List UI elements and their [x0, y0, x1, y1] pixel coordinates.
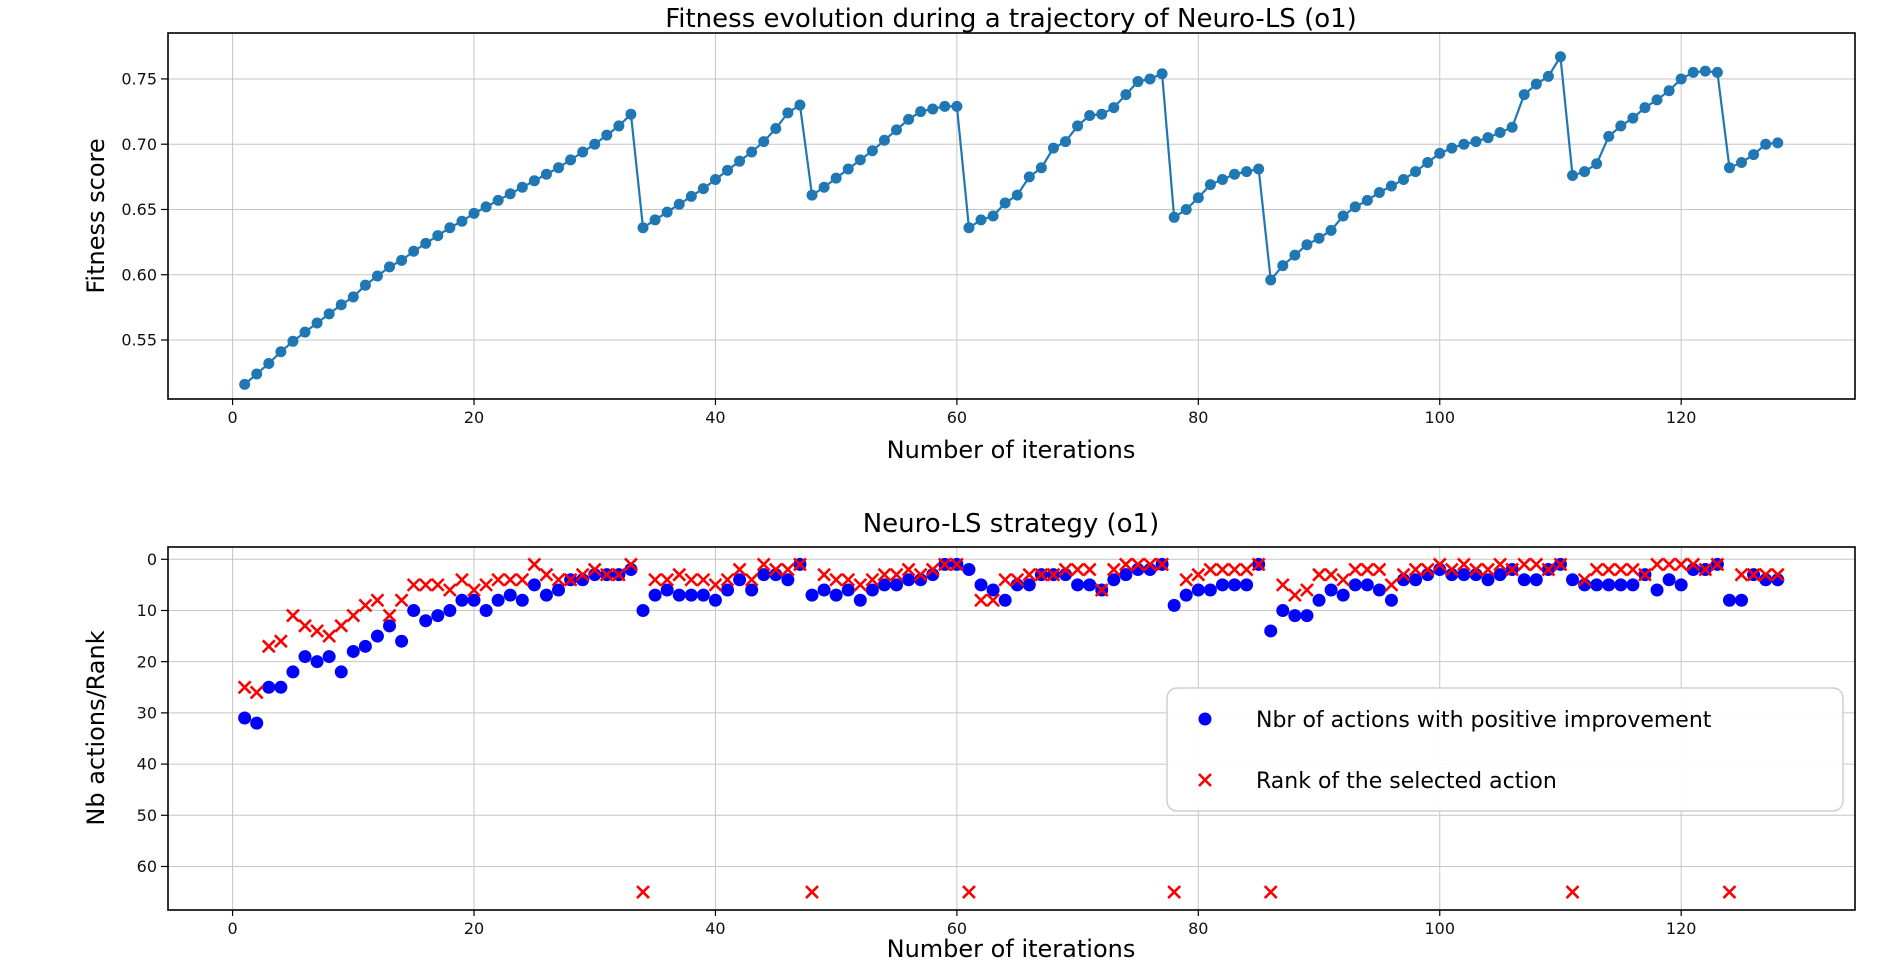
svg-text:40: 40 — [705, 919, 725, 938]
svg-text:0.55: 0.55 — [121, 331, 157, 350]
strategy-scatter-series — [237, 557, 1785, 899]
svg-text:10: 10 — [137, 601, 157, 620]
svg-text:0: 0 — [227, 919, 237, 938]
fitness-xlabel: Number of iterations — [887, 436, 1136, 464]
svg-text:0: 0 — [147, 550, 157, 569]
svg-text:0.65: 0.65 — [121, 200, 157, 219]
svg-text:0.75: 0.75 — [121, 70, 157, 89]
svg-text:0.60: 0.60 — [121, 265, 157, 284]
svg-text:40: 40 — [137, 755, 157, 774]
svg-text:20: 20 — [464, 408, 484, 427]
svg-text:100: 100 — [1424, 919, 1455, 938]
svg-text:60: 60 — [947, 408, 967, 427]
svg-text:100: 100 — [1424, 408, 1455, 427]
svg-text:120: 120 — [1666, 408, 1697, 427]
fitness-gridlines — [168, 33, 1855, 399]
fitness-title: Fitness evolution during a trajectory of… — [665, 4, 1357, 34]
legend-label-actions: Nbr of actions with positive improvement — [1256, 708, 1712, 733]
legend-dot-marker-icon — [1198, 712, 1212, 726]
fitness-chart: 0 20 40 60 80 100 120 0.55 0.60 0.65 0.70 0.75 Fitn… — [82, 4, 1856, 464]
svg-text:120: 120 — [1666, 919, 1697, 938]
strategy-title: Neuro-LS strategy (o1) — [863, 509, 1160, 539]
fitness-ylabel: Fitness score — [82, 138, 110, 293]
svg-text:60: 60 — [137, 857, 157, 876]
strategy-xlabel: Number of iterations — [887, 935, 1136, 963]
legend-box — [1166, 687, 1844, 812]
svg-text:80: 80 — [1188, 919, 1208, 938]
legend: Nbr of actions with positive improvement… — [1166, 687, 1844, 812]
fitness-axes: 0 20 40 60 80 100 120 0.55 0.60 0.65 0.70 0.75 — [121, 32, 1856, 427]
strategy-chart: 0 20 40 60 80 100 120 0 10 20 30 40 50 60 Neuro-LS st… — [82, 509, 1856, 963]
svg-text:20: 20 — [137, 652, 157, 671]
strategy-axes: 0 20 40 60 80 100 120 0 10 20 30 40 50 60 — [137, 546, 1856, 938]
legend-label-rank: Rank of the selected action — [1256, 769, 1557, 794]
fitness-line-series — [239, 51, 1784, 390]
svg-text:0: 0 — [227, 408, 237, 427]
svg-text:0.70: 0.70 — [121, 135, 157, 154]
svg-text:50: 50 — [137, 806, 157, 825]
svg-text:30: 30 — [137, 703, 157, 722]
strategy-ylabel: Nb actions/Rank — [82, 630, 110, 825]
svg-text:40: 40 — [705, 408, 725, 427]
svg-text:60: 60 — [947, 919, 967, 938]
legend-x-marker-icon — [1198, 773, 1212, 787]
svg-text:20: 20 — [464, 919, 484, 938]
svg-text:80: 80 — [1188, 408, 1208, 427]
